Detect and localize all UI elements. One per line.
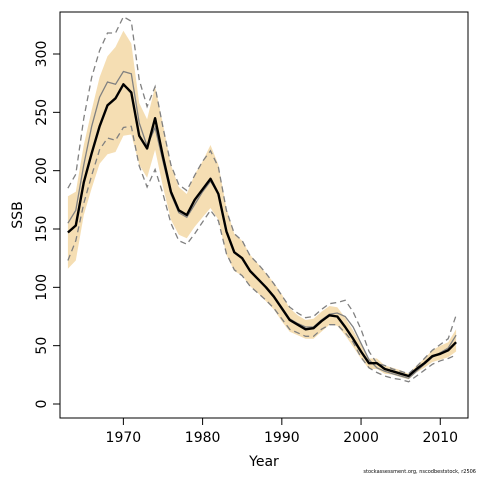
y-tick-label: 100 — [34, 274, 50, 301]
x-tick-label: 2000 — [343, 430, 379, 446]
y-tick-label: 0 — [34, 400, 50, 409]
x-axis: 1970 1980 1990 2000 2010 — [106, 418, 458, 446]
x-tick-label: 1980 — [185, 430, 221, 446]
confidence-band-layer — [67, 30, 457, 380]
confidence-band — [67, 30, 457, 380]
y-tick-label: 250 — [34, 99, 50, 126]
x-tick-label: 1970 — [106, 430, 142, 446]
y-axis-title: SSB — [10, 201, 26, 228]
series-line-ssb-estimate — [67, 83, 457, 378]
x-tick-label: 2010 — [422, 430, 458, 446]
y-tick-label: 50 — [34, 337, 50, 355]
x-tick-label: 1990 — [264, 430, 300, 446]
y-tick-label: 150 — [34, 216, 50, 243]
series-line-ci-lower — [67, 125, 457, 383]
series-line-ci-upper — [67, 15, 457, 375]
source-footnote: stockassessment.org, nscodbeststock, r25… — [363, 469, 476, 475]
y-tick-label: 300 — [34, 41, 50, 68]
y-axis: 0 50 100 150 200 250 300 — [34, 41, 60, 409]
plot-frame — [59, 11, 469, 419]
series-line-layer — [67, 15, 457, 383]
x-axis-title: Year — [248, 454, 279, 470]
y-tick-label: 200 — [34, 157, 50, 184]
